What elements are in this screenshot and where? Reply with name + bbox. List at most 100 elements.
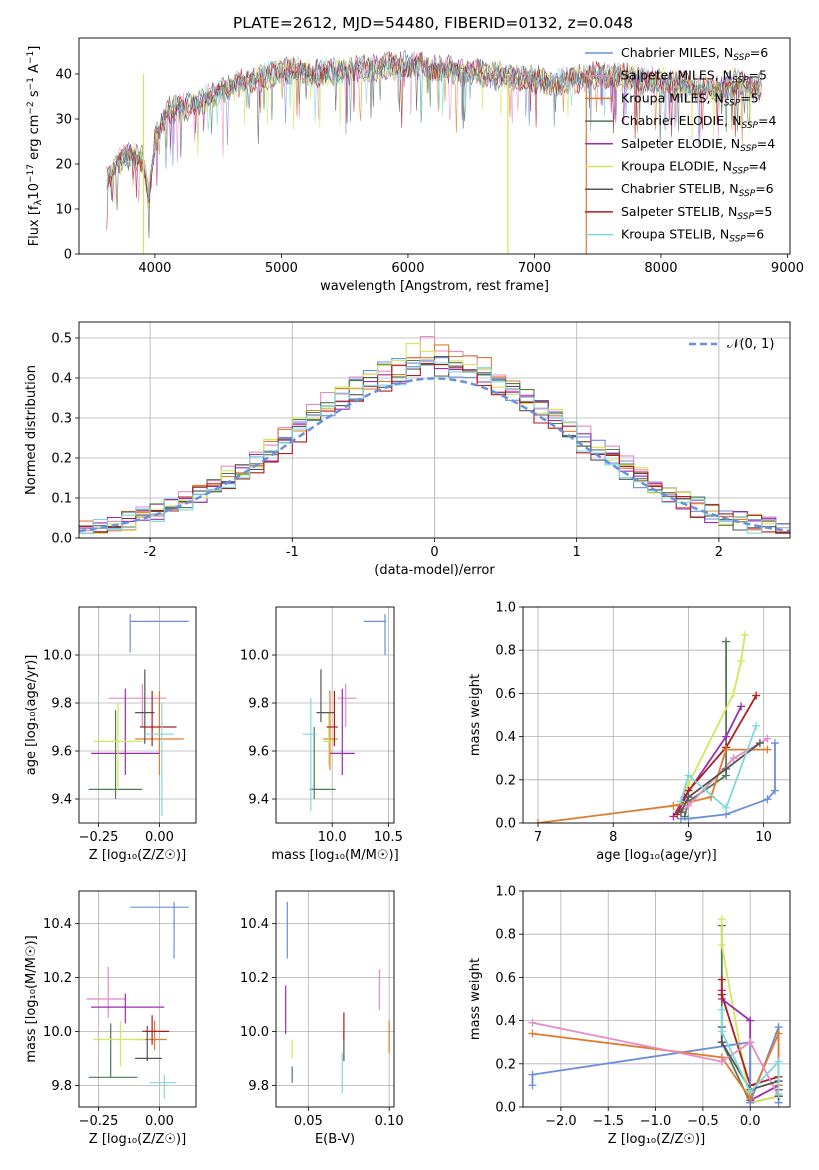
legend-label: Kroupa MILES, NSSP=5 (621, 90, 759, 108)
y-axis-label: mass [log₁₀(M/M☉)] (24, 935, 39, 1062)
y-tick-label: 10.2 (240, 971, 269, 986)
x-tick-label: 1 (573, 545, 581, 560)
legend-label: Kroupa STELIB, NSSP=6 (621, 227, 764, 245)
grid-age-vs-Z (79, 607, 196, 823)
y-tick-label: 9.4 (248, 793, 269, 808)
weight-marker (717, 941, 726, 949)
axes-age-vs-Z: −0.25 0.00 9.4 9.6 9.8 10.0 Z [log₁₀(Z/Z☉)] age… (24, 606, 197, 863)
y-tick-label: 10.0 (43, 649, 72, 664)
axes-frame (78, 321, 791, 539)
y-tick-label: 0.0 (495, 817, 516, 832)
weight-marker (717, 1005, 726, 1014)
grid-weight-vs-age (523, 606, 790, 824)
x-tick-label: −1.5 (592, 1114, 624, 1129)
axes-frame (522, 890, 791, 1108)
legend-label: Salpeter STELIB, NSSP=5 (621, 204, 772, 222)
y-tick-label: 0.2 (51, 452, 72, 467)
weight-line (680, 725, 758, 810)
figure-title: PLATE=2612, MJD=54480, FIBERID=0132, z=0… (233, 14, 633, 32)
y-axis-label: Normed distribution (24, 365, 39, 495)
axes-frame (78, 37, 791, 255)
y-tick-label: 10.4 (240, 917, 269, 932)
weight-marker (770, 786, 779, 795)
legend-label: Kroupa ELODIE, NSSP=4 (621, 159, 767, 177)
data-point (144, 703, 175, 816)
weight-marker (717, 1057, 726, 1066)
data-point (132, 1020, 167, 1051)
axes-mass-vs-EBV: 0.05 0.10 9.8 10.0 10.2 10.4 E(B-V) (240, 890, 404, 1147)
x-axis-label: Z [log₁₀(Z/Z☉)] (89, 848, 186, 863)
y-tick-label: 1.0 (495, 885, 516, 900)
weight-marker (755, 739, 764, 748)
plot-area-residuals (79, 336, 790, 534)
data-point (302, 698, 317, 811)
legend-label: Chabrier ELODIE, NSSP=4 (621, 113, 776, 131)
y-tick-label: 0.4 (51, 372, 72, 387)
weight-marker (717, 1027, 726, 1036)
grid-mass-vs-EBV (276, 891, 394, 1107)
weight-marker (774, 1029, 783, 1038)
data-point (91, 688, 160, 775)
y-tick-label: 40 (55, 68, 72, 83)
y-tick-label: 0.6 (495, 687, 516, 702)
x-tick-label: 7 (534, 830, 542, 845)
y-tick-label: 10.0 (240, 1025, 269, 1040)
data-point (139, 691, 177, 747)
legend-label: Salpeter ELODIE, NSSP=4 (621, 136, 775, 154)
weight-marker (763, 795, 772, 804)
weight-marker (746, 1087, 755, 1096)
weight-marker (763, 745, 772, 754)
x-tick-label: 8 (609, 830, 617, 845)
weight-marker (729, 689, 738, 698)
y-tick-label: 9.8 (51, 697, 72, 712)
plot-area-age-vs-Z (88, 614, 189, 816)
data-point (91, 993, 165, 1024)
x-tick-label: 10.5 (374, 830, 403, 845)
x-axis-label: wavelength [Angstrom, rest frame] (320, 279, 549, 294)
x-tick-label: 0.05 (294, 1114, 323, 1129)
axes-age-vs-mass: 10.0 10.5 9.4 9.6 9.8 10.0 mass [log₁₀(M/M☉)] (240, 606, 403, 863)
spectrum-line (106, 49, 762, 201)
y-tick-label: 0.4 (495, 1014, 516, 1029)
x-tick-label: 8000 (644, 261, 677, 276)
legend-label: Chabrier STELIB, NSSP=6 (621, 181, 774, 199)
weight-marker (528, 1081, 537, 1090)
data-point (130, 901, 189, 959)
data-point (108, 683, 167, 727)
x-tick-label: −1.0 (640, 1114, 672, 1129)
x-tick-label: −2.0 (545, 1114, 577, 1129)
plot-area-mass-vs-Z (86, 901, 189, 1099)
legend-label: Chabrier MILES, NSSP=6 (621, 45, 768, 63)
weight-marker (717, 1038, 726, 1047)
weight-marker (729, 754, 738, 763)
y-tick-label: 0.2 (495, 1057, 516, 1072)
axes-weight-vs-Z: −2.0 −1.5 −1.0 −0.5 0.0 0.0 0.2 0.4 0.6 0.8 1.0 Z [… (468, 885, 791, 1147)
weight-marker (534, 819, 543, 823)
data-point (337, 683, 357, 727)
x-tick-label: 5000 (265, 261, 298, 276)
y-tick-label: 9.8 (248, 1079, 269, 1094)
x-axis-label: Z [log₁₀(Z/Z☉)] (89, 1132, 186, 1147)
plot-area-weight-vs-Z (528, 915, 783, 1107)
x-tick-label: 6000 (391, 261, 424, 276)
y-tick-label: 0.8 (495, 644, 516, 659)
data-point (323, 712, 336, 766)
weight-marker (528, 1018, 537, 1027)
y-tick-label: 0.3 (51, 412, 72, 427)
weight-marker (717, 990, 726, 999)
x-tick-label: 10.0 (318, 830, 347, 845)
x-tick-label: 9000 (771, 261, 804, 276)
x-tick-label: −0.25 (79, 1114, 119, 1129)
y-tick-label: 0.0 (51, 532, 72, 547)
weight-marker (774, 1057, 783, 1066)
weight-marker (684, 793, 693, 802)
data-point (88, 1023, 138, 1078)
y-tick-label: 10.2 (43, 971, 72, 986)
weight-line (680, 742, 761, 813)
data-point (93, 703, 143, 790)
data-point (135, 691, 184, 775)
weight-marker (684, 814, 693, 823)
data-point (129, 614, 189, 653)
weight-marker (740, 631, 749, 640)
